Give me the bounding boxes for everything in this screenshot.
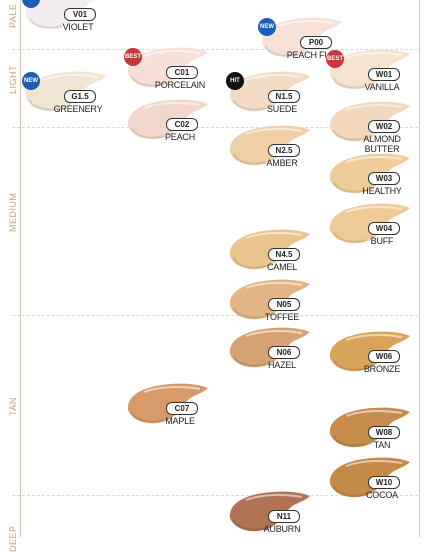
shade-name: AMBER (266, 158, 298, 168)
zone-divider-medium-tan (12, 315, 418, 316)
shade-item[interactable]: W04 BUFF (326, 200, 416, 260)
shade-name: TAN (373, 440, 391, 450)
shade-code: W01 (368, 68, 400, 81)
zone-label-deep: DEEP (8, 525, 18, 552)
shade-item[interactable]: N06 HAZEL (226, 324, 316, 384)
shade-item[interactable]: W02 ALMOND BUTTER (326, 98, 416, 158)
shade-code: W02 (368, 120, 400, 133)
shade-code: G1.5 (64, 90, 96, 103)
shade-name: VANILLA (364, 82, 400, 92)
shade-item[interactable]: W10 COCOA (326, 454, 416, 514)
shade-item[interactable]: G1.5 GREENERY NEW (22, 68, 112, 128)
shade-name: BUFF (370, 236, 394, 246)
shade-name: ALMOND BUTTER (363, 134, 401, 154)
shade-item[interactable]: N2.5 AMBER (226, 122, 316, 182)
shade-name: GREENERY (53, 104, 103, 114)
shade-item[interactable]: P00 PEACH FUZZ NEW (258, 14, 348, 74)
shade-badge: NEW (22, 0, 40, 8)
shade-name: TOFFEE (264, 312, 300, 322)
shade-item[interactable]: C07 MAPLE (124, 380, 214, 440)
shade-code: V01 (64, 8, 96, 21)
shade-badge: HIT (226, 72, 244, 90)
shade-code: N11 (268, 510, 300, 523)
shade-code: W06 (368, 350, 400, 363)
shade-name: HEALTHY (362, 186, 402, 196)
shade-code: C07 (166, 402, 198, 415)
shade-code: P00 (300, 36, 332, 49)
shade-name: HAZEL (267, 360, 296, 370)
shade-item[interactable]: N1.5 SUEDE HIT (226, 68, 316, 128)
left-axis-line (20, 0, 21, 537)
shade-name: MAPLE (165, 416, 195, 426)
shade-code: C01 (166, 66, 198, 79)
shade-item[interactable]: C01 PORCELAIN BEST (124, 44, 214, 104)
zone-label-tan: TAN (8, 397, 18, 416)
shade-name: SUEDE (266, 104, 297, 114)
shade-name: PEACH FUZZ (286, 50, 342, 60)
zone-label-light: LIGHT (8, 64, 18, 94)
shade-name: VIOLET (62, 22, 94, 32)
shade-name: BRONZE (363, 364, 401, 374)
shade-code: W04 (368, 222, 400, 235)
shade-chart: PALE LIGHT MEDIUM TAN DEEP V01VIOLETNEWP… (8, 0, 420, 552)
shade-code: W03 (368, 172, 400, 185)
right-border-line (419, 0, 420, 537)
shade-item[interactable]: W01 VANILLA BEST (326, 46, 416, 106)
shade-item[interactable]: C02 PEACH (124, 96, 214, 156)
shade-code: W08 (368, 426, 400, 439)
shade-code: N4.5 (268, 248, 300, 261)
zone-label-medium: MEDIUM (8, 192, 18, 233)
shade-badge: BEST (124, 48, 142, 66)
zone-divider-tan-deep (12, 495, 418, 496)
shade-name: COCOA (365, 490, 398, 500)
shade-swatch (22, 0, 108, 38)
shade-item[interactable]: N05 TOFFEE (226, 276, 316, 336)
shade-badge: NEW (258, 18, 276, 36)
shade-name: CAMEL (266, 262, 297, 272)
shade-item[interactable]: W03 HEALTHY (326, 150, 416, 210)
shade-code: N1.5 (268, 90, 300, 103)
shade-badge: NEW (22, 72, 40, 90)
shade-name: AUBURN (263, 524, 301, 534)
zone-label-pale: PALE (8, 3, 18, 28)
shade-code: N05 (268, 298, 300, 311)
shade-code: C02 (166, 118, 198, 131)
zone-divider-light-medium (12, 127, 418, 128)
zone-divider-pale-light (12, 49, 418, 50)
shade-item[interactable]: N4.5 CAMEL (226, 226, 316, 286)
shade-name: PORCELAIN (154, 80, 206, 90)
shade-code: N2.5 (268, 144, 300, 157)
shade-item[interactable]: W08 TAN (326, 404, 416, 464)
shade-code: N06 (268, 346, 300, 359)
shade-item[interactable]: W06 BRONZE (326, 328, 416, 388)
shade-code: W10 (368, 476, 400, 489)
shade-name: PEACH (164, 132, 195, 142)
shade-badge: BEST (326, 50, 344, 68)
shade-item[interactable]: N11 AUBURN (226, 488, 316, 548)
